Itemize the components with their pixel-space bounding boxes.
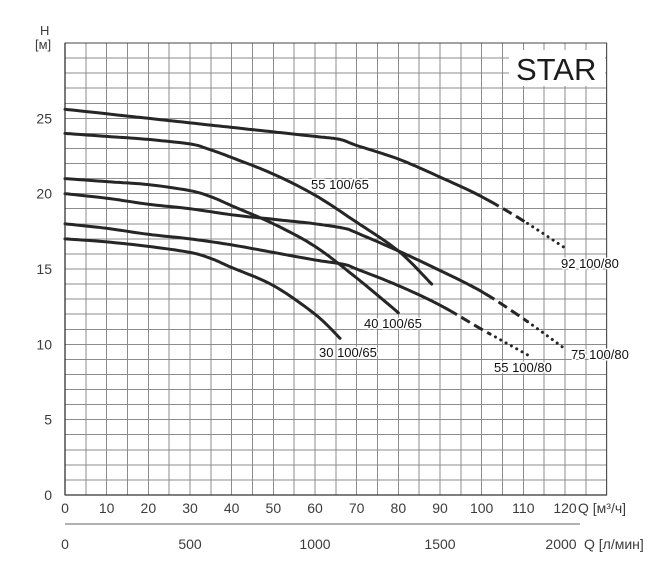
x-tick-label: 110: [512, 500, 535, 516]
series-30-100-65: [63, 237, 342, 340]
curve-30-100-65-solid: [63, 237, 342, 340]
x-tick-label: 60: [307, 500, 323, 516]
y-tick-label: 10: [36, 336, 52, 352]
curves: [63, 107, 567, 357]
chart-title: STAR: [516, 52, 596, 87]
series-75-100-80: [63, 192, 567, 351]
x-tick-label: 50: [266, 500, 282, 516]
curve-92-100-80-solid: [63, 107, 492, 203]
secondary-x-tick-label: 0: [61, 536, 69, 552]
secondary-x-tick-label: 2000: [545, 536, 576, 552]
curve-55-100-65-solid: [63, 131, 434, 286]
x-tick-label: 10: [99, 500, 115, 516]
y-axis-label: H: [40, 23, 49, 38]
y-tick-label: 0: [44, 487, 52, 503]
x-tick-label: 70: [349, 500, 365, 516]
secondary-x-tick-label: 1500: [424, 536, 455, 552]
y-axis-unit: [м]: [35, 37, 51, 52]
curve-75-100-80-solid: [63, 192, 488, 296]
x-tick-label: 120: [553, 500, 577, 516]
curve-label: 55 100/80: [494, 360, 552, 375]
x-tick-label: 20: [141, 500, 157, 516]
title-background: [509, 50, 605, 86]
x-tick-label: 0: [61, 500, 69, 516]
secondary-x-tick-label: 500: [178, 536, 202, 552]
curve-40-100-65-solid: [63, 177, 400, 315]
secondary-x-tick-label: 1000: [299, 536, 330, 552]
series-92-100-80: [63, 107, 567, 250]
x-tick-label: 80: [391, 500, 407, 516]
title-box: STAR: [509, 50, 605, 87]
x-tick-label: 90: [432, 500, 448, 516]
curve-92-100-80-dotted: [526, 221, 567, 250]
curve-75-100-80-dotted: [526, 320, 567, 351]
series-55-100-80: [63, 222, 529, 357]
curve-label: 40 100/65: [364, 316, 422, 331]
curve-label: 30 100/65: [319, 345, 377, 360]
curve-55-100-80-dashed: [447, 308, 491, 336]
x-tick-label: 30: [182, 500, 198, 516]
secondary-x-tick-labels: 0 500 1000 1500 2000: [61, 536, 577, 552]
curve-label: 75 100/80: [571, 347, 629, 362]
curve-55-100-80-solid: [63, 222, 450, 312]
x-tick-label: 100: [470, 500, 494, 516]
secondary-x-axis-label: Q [л/мин]: [584, 536, 644, 552]
series-55-100-65: [63, 131, 434, 286]
y-tick-label: 5: [44, 412, 52, 428]
curve-75-100-80-dashed: [485, 292, 529, 323]
curve-92-100-80-dashed: [489, 199, 529, 225]
x-tick-labels: 0 10 20 30 40 50 60 70 80 90 100 110 120: [61, 500, 577, 516]
curve-label: 55 100/65: [311, 177, 369, 192]
y-tick-label: 25: [36, 110, 52, 126]
curve-labels: 92 100/80 55 100/65 40 100/65 75 100/80 55 1…: [310, 176, 631, 377]
series-40-100-65: [63, 177, 400, 315]
x-axis-label: Q [м³/ч]: [578, 500, 626, 516]
x-tick-label: 40: [224, 500, 240, 516]
y-tick-label: 15: [36, 261, 52, 277]
y-tick-label: 20: [36, 186, 52, 202]
curve-55-100-80-dotted: [488, 332, 529, 357]
y-tick-labels: 0 5 10 15 20 25: [36, 110, 52, 503]
curve-label: 92 100/80: [561, 256, 619, 271]
